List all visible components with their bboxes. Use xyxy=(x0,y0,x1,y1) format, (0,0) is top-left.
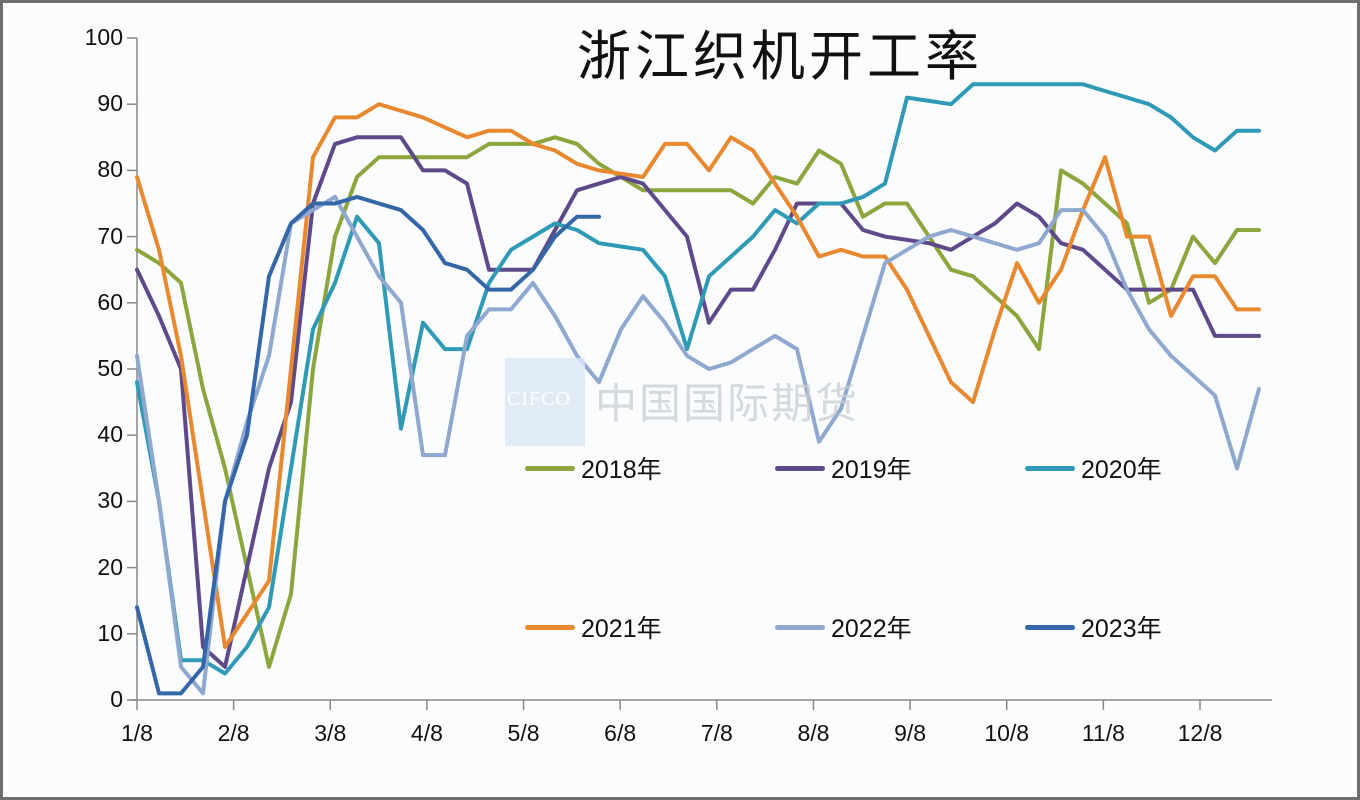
x-tick-label: 12/8 xyxy=(1177,720,1223,746)
watermark-text: 中国国际期货 xyxy=(595,379,860,428)
legend-item-2021: 2021年 xyxy=(525,609,662,645)
x-tick-label: 11/8 xyxy=(1081,720,1125,746)
y-tick-label: 60 xyxy=(97,288,123,315)
legend-swatch-icon xyxy=(775,624,825,630)
legend-item-2018: 2018年 xyxy=(525,450,662,486)
legend-swatch-icon xyxy=(775,465,825,471)
legend-item-2020: 2020年 xyxy=(1025,450,1162,486)
x-tick-label: 10/8 xyxy=(984,720,1030,746)
chart-frame xyxy=(3,3,1357,797)
x-tick-label: 9/8 xyxy=(894,720,927,746)
legend-item-2019: 2019年 xyxy=(775,450,912,486)
x-tick-label: 3/8 xyxy=(314,720,347,746)
watermark-logo-text: CIFCO xyxy=(507,388,571,410)
y-tick-label: 90 xyxy=(97,90,123,117)
x-tick-label: 5/8 xyxy=(507,720,540,746)
x-tick-label: 6/8 xyxy=(604,720,637,746)
legend-swatch-icon xyxy=(1025,624,1075,630)
chart-title: 浙江织机开工率 xyxy=(577,25,983,88)
series-line-2020 xyxy=(135,82,1261,676)
legend-label: 2020年 xyxy=(1081,456,1162,484)
legend-swatch-icon xyxy=(525,465,575,471)
y-tick-label: 100 xyxy=(84,24,123,50)
legend-label: 2019年 xyxy=(831,456,912,484)
y-tick-label: 20 xyxy=(97,553,123,580)
y-tick-label: 0 xyxy=(110,686,123,712)
x-tick-label: 7/8 xyxy=(700,720,733,746)
x-tick-label: 4/8 xyxy=(410,720,443,746)
y-tick-label: 70 xyxy=(97,222,123,249)
x-tick-label: 1/8 xyxy=(121,720,153,746)
y-tick-label: 30 xyxy=(97,487,123,514)
axes xyxy=(127,37,1272,710)
y-tick-label: 10 xyxy=(97,619,123,646)
y-tick-label: 80 xyxy=(97,156,123,183)
legend-label: 2023年 xyxy=(1081,615,1162,643)
y-tick-label: 50 xyxy=(97,355,123,381)
series-line-2019 xyxy=(135,135,1261,669)
legend-item-2023: 2023年 xyxy=(1025,609,1162,645)
legend-label: 2018年 xyxy=(581,456,662,484)
x-tick-label: 2/8 xyxy=(217,720,250,746)
x-tick-label: 8/8 xyxy=(797,720,830,746)
series-line-2023 xyxy=(135,194,601,696)
legend-label: 2022年 xyxy=(831,615,912,643)
data-lines xyxy=(135,82,1261,696)
watermark-logo-box xyxy=(505,358,585,446)
legend-label: 2021年 xyxy=(581,615,662,643)
legend-swatch-icon xyxy=(525,624,575,630)
legend-swatch-icon xyxy=(1025,465,1075,471)
series-line-2021 xyxy=(135,102,1261,649)
legend-item-2022: 2022年 xyxy=(775,609,912,645)
y-tick-label: 40 xyxy=(97,421,123,448)
